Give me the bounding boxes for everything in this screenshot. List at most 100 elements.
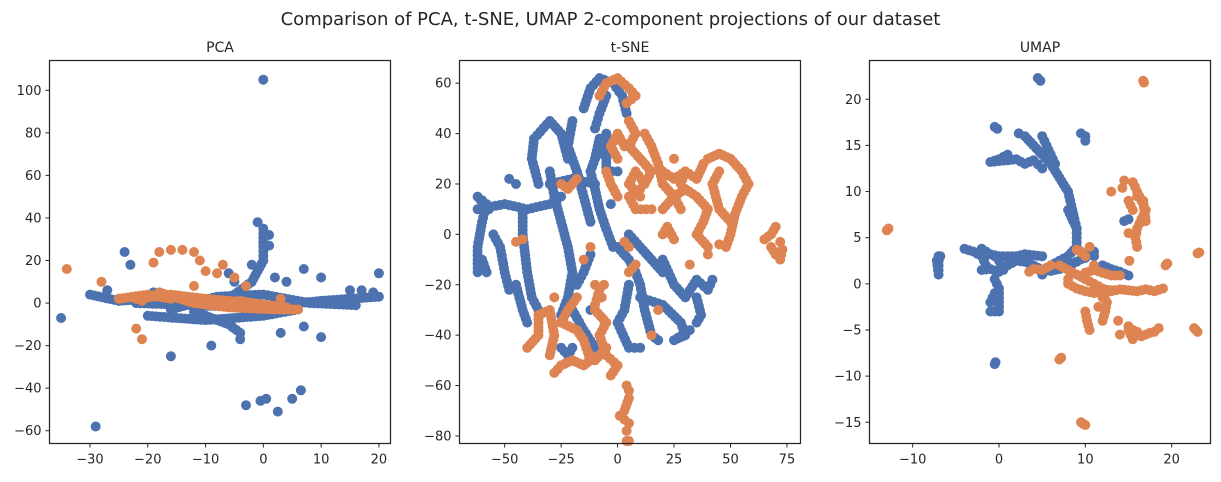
pca-point xyxy=(102,285,113,296)
tsne-xaxis: −50 −25 0 25 50 75 xyxy=(491,443,795,468)
tsne-ytick-label: 0 xyxy=(443,228,451,243)
umap-ytick-label: −5 xyxy=(842,323,861,338)
tsne-series-a xyxy=(472,73,718,361)
umap-point xyxy=(1119,175,1130,186)
umap-plot xyxy=(868,59,1212,445)
umap-point xyxy=(1097,315,1108,326)
pca-point xyxy=(373,268,384,279)
pca-xtick-label: 0 xyxy=(259,453,267,468)
umap-point xyxy=(1123,214,1134,225)
pca-point xyxy=(56,313,67,323)
tsne-point xyxy=(684,259,695,270)
tsne-point xyxy=(511,179,521,189)
pca-ytick-label: 40 xyxy=(25,211,42,226)
tsne-point xyxy=(775,236,786,247)
tsne-point xyxy=(612,166,623,177)
umap-point xyxy=(992,123,1003,134)
pca-ytick-label: −20 xyxy=(14,339,41,354)
pca-ytick-label: 60 xyxy=(25,169,42,184)
umap-yaxis: −15 −10 −5 0 5 10 15 20 xyxy=(834,93,870,431)
pca-point xyxy=(113,293,124,304)
pca-point xyxy=(316,332,327,343)
tsne-point xyxy=(605,370,616,381)
tsne-xtick-label: −25 xyxy=(547,453,574,468)
tsne-point xyxy=(585,242,596,252)
tsne-xtick-label: 0 xyxy=(613,453,621,468)
pca-series-b xyxy=(61,244,303,345)
tsne-point xyxy=(549,367,560,378)
umap-point xyxy=(1056,352,1067,363)
umap-point xyxy=(1080,420,1091,430)
pca-point xyxy=(275,327,286,338)
tsne-ytick-label: −20 xyxy=(424,278,451,293)
pca-point xyxy=(295,385,306,396)
umap-point xyxy=(1089,260,1099,271)
umap-point xyxy=(1089,251,1099,262)
tsne-point xyxy=(702,249,713,260)
umap-point xyxy=(1037,163,1048,174)
umap-point xyxy=(1037,251,1048,262)
figure-title: Comparison of PCA, t-SNE, UMAP 2-compone… xyxy=(281,9,941,30)
tsne-point xyxy=(707,274,718,285)
pca-point xyxy=(345,285,355,296)
umap-point xyxy=(935,251,946,262)
pca-point xyxy=(206,340,217,351)
tsne-point xyxy=(621,108,632,119)
umap-ytick-label: 15 xyxy=(845,139,862,154)
tsne-yaxis: −80 −60 −40 −20 0 20 40 60 xyxy=(424,77,460,444)
tsne-plot xyxy=(458,59,802,446)
tsne-point xyxy=(549,292,560,303)
umap-point xyxy=(883,223,894,234)
umap-point xyxy=(1124,255,1135,266)
umap-point xyxy=(998,265,1009,275)
pca-title: PCA xyxy=(206,40,234,56)
pca-point xyxy=(154,247,165,257)
pca-point xyxy=(261,393,272,404)
tsne-series-b xyxy=(511,73,788,446)
tsne-point xyxy=(623,418,634,429)
tsne-point xyxy=(594,148,605,159)
umap-point xyxy=(1024,266,1035,277)
tsne-point xyxy=(669,153,679,164)
pca-xtick-label: −30 xyxy=(76,453,103,468)
tsne-point xyxy=(585,216,596,227)
pca-ytick-label: −40 xyxy=(14,382,41,397)
umap-point xyxy=(1113,315,1124,326)
pca-point xyxy=(165,244,176,255)
umap-point xyxy=(1140,216,1151,227)
umap-point xyxy=(1123,270,1134,281)
pca-xaxis: −30 −20 −10 0 10 20 xyxy=(76,443,387,468)
tsne-frame xyxy=(458,59,802,445)
umap-ytick-label: 20 xyxy=(845,93,862,108)
umap-point xyxy=(1084,241,1095,252)
umap-point xyxy=(1063,274,1074,285)
pca-point xyxy=(258,223,269,234)
pca-point xyxy=(281,276,292,287)
pca-point xyxy=(298,321,309,332)
tsne-point xyxy=(590,123,600,134)
umap-frame xyxy=(868,59,1212,445)
umap-series-b xyxy=(881,75,1205,430)
pca-frame xyxy=(48,59,392,445)
pca-point xyxy=(272,406,283,417)
umap-point xyxy=(1189,323,1200,334)
pca-point xyxy=(350,300,361,311)
tsne-point xyxy=(585,350,596,361)
tsne-xtick-label: 25 xyxy=(666,453,683,468)
tsne-point xyxy=(504,173,515,184)
pca-point xyxy=(368,287,379,298)
umap-point xyxy=(1050,158,1061,169)
pca-point xyxy=(217,259,228,270)
tsne-point xyxy=(601,342,612,353)
tsne-point xyxy=(725,216,736,227)
tsne-point xyxy=(619,141,630,152)
tsne-point xyxy=(544,350,555,361)
pca-xtick-label: −20 xyxy=(134,453,161,468)
tsne-point xyxy=(571,173,582,184)
tsne-point xyxy=(621,98,632,109)
tsne-point xyxy=(646,204,657,215)
umap-xtick-label: 0 xyxy=(995,453,1003,468)
pca-yaxis: −60 −40 −20 0 20 40 60 80 100 xyxy=(14,84,50,439)
tsne-point xyxy=(556,342,567,353)
tsne-point xyxy=(522,317,533,328)
